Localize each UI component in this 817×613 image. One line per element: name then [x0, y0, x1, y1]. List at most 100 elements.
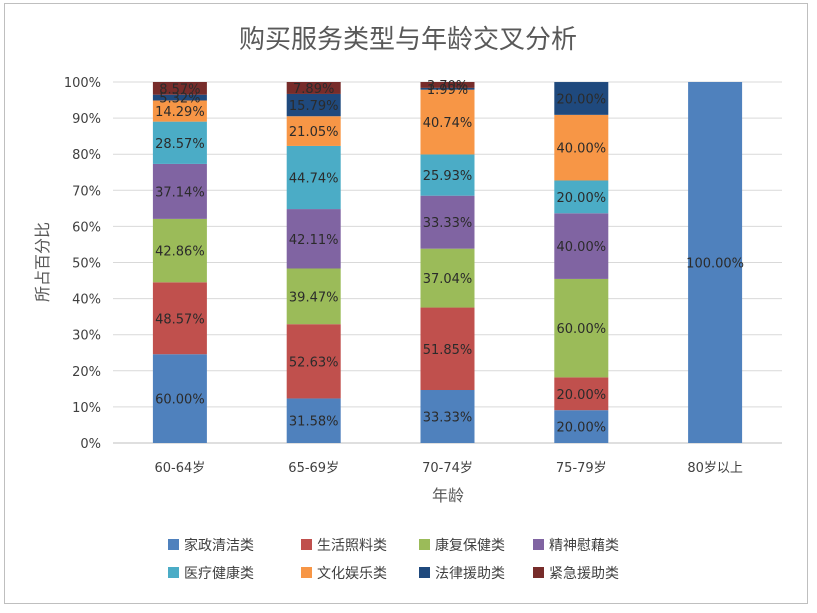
data-label: 14.29% — [155, 105, 205, 120]
legend-swatch — [419, 539, 430, 550]
bar-segment — [554, 82, 609, 115]
legend-label: 康复保健类 — [435, 537, 505, 554]
data-label: 40.00% — [557, 142, 607, 157]
legend-item: 紧急援助类 — [533, 566, 619, 582]
x-tick-label: 60-64岁 — [155, 461, 206, 476]
data-label: 39.47% — [289, 290, 339, 305]
legend-swatch — [533, 539, 544, 550]
data-label: 8.57% — [159, 82, 200, 97]
bar-segment — [554, 377, 609, 411]
bar-segment — [420, 195, 475, 249]
data-label: 52.63% — [289, 355, 339, 370]
legend-item: 家政清洁类 — [168, 537, 254, 554]
bar-segment — [152, 94, 207, 101]
legend-label: 法律援助类 — [435, 566, 505, 582]
bar-segment — [286, 209, 341, 269]
legend-item: 精神慰藉类 — [533, 537, 619, 554]
legend-swatch — [168, 567, 179, 578]
data-label: 37.04% — [423, 272, 473, 287]
data-label: 5.32% — [159, 92, 200, 107]
legend-label: 生活照料类 — [317, 538, 387, 554]
x-tick-label: 65-69岁 — [288, 461, 339, 476]
bar-segment — [420, 390, 475, 443]
x-tick-label: 70-74岁 — [422, 461, 473, 476]
y-tick-label: 0% — [80, 437, 101, 452]
chart-frame — [4, 3, 808, 604]
bar-segment — [286, 82, 341, 94]
legend-item: 医疗健康类 — [168, 565, 254, 582]
bar-segment — [554, 410, 609, 443]
bar-segment — [152, 354, 207, 443]
y-tick-label: 100% — [64, 76, 101, 91]
legend-label: 家政清洁类 — [184, 537, 254, 554]
data-label: 60.00% — [557, 322, 607, 337]
data-labels: 60.00% 48.57% 42.86% 37.14% 28.57% 14.29%5.32… — [155, 79, 744, 436]
y-tick-label: 30% — [72, 329, 101, 344]
bar-segment — [152, 218, 207, 283]
data-label: 100.00% — [686, 257, 744, 272]
data-label: 20.00% — [557, 421, 607, 436]
data-label: 33.33% — [423, 216, 473, 231]
bar-segment — [554, 213, 609, 279]
x-axis-label: 年龄 — [432, 486, 464, 505]
legend-label: 文化娱乐类 — [317, 566, 387, 582]
bar-segment — [420, 82, 475, 88]
legend-label: 医疗健康类 — [184, 565, 254, 582]
x-axis-ticks: 60-64岁 65-69岁 70-74岁 75-79岁 80岁以上 — [155, 461, 743, 476]
bar-segment — [152, 100, 207, 122]
y-axis-ticks: 0% 10% 20% 30% 40% 50% 60% 70% 80% 90% 100% — [64, 76, 101, 452]
y-tick-label: 60% — [72, 220, 101, 235]
data-label: 51.85% — [423, 343, 473, 358]
bars — [152, 82, 743, 443]
data-label: 42.11% — [289, 233, 339, 248]
legend-item: 法律援助类 — [419, 566, 505, 582]
data-label: 1.99% — [427, 83, 468, 98]
data-label: 25.93% — [423, 169, 473, 184]
bar-segment — [152, 82, 207, 95]
legend-item: 文化娱乐类 — [301, 566, 387, 582]
data-label: 7.89% — [293, 82, 334, 97]
legend-label: 精神慰藉类 — [549, 537, 619, 554]
y-tick-label: 50% — [72, 257, 101, 272]
bar-segment — [420, 87, 475, 90]
data-label: 48.57% — [155, 312, 205, 327]
data-label: 31.58% — [289, 415, 339, 430]
legend-swatch — [419, 567, 430, 578]
bar-segment — [152, 121, 207, 164]
x-tick-label: 80岁以上 — [687, 461, 743, 476]
y-tick-label: 90% — [72, 112, 101, 127]
legend-swatch — [533, 567, 544, 578]
data-label: 28.57% — [155, 137, 205, 152]
data-label: 20.00% — [557, 92, 607, 107]
chart-title: 购买服务类型与年龄交叉分析 — [239, 25, 577, 55]
legend-swatch — [301, 539, 312, 550]
legend-item: 康复保健类 — [419, 537, 505, 554]
data-label: 33.33% — [423, 411, 473, 426]
bar-segment — [688, 82, 743, 443]
data-label: 37.14% — [155, 185, 205, 200]
bar-segment — [420, 154, 475, 196]
bar-segment — [286, 93, 341, 117]
bar-segment — [286, 398, 341, 443]
bar-segment — [554, 114, 609, 181]
data-label: 20.00% — [557, 388, 607, 403]
bar-segment — [286, 116, 341, 146]
data-label: 40.74% — [423, 116, 473, 131]
data-label: 20.00% — [557, 191, 607, 206]
bar-segment — [286, 268, 341, 325]
data-label: 3.70% — [427, 79, 468, 94]
legend-item: 生活照料类 — [301, 538, 387, 554]
bar-segment — [152, 163, 207, 219]
data-label: 60.00% — [155, 393, 205, 408]
data-label: 15.79% — [289, 99, 339, 114]
bar-segment — [554, 278, 609, 378]
bar-segment — [420, 89, 475, 155]
data-label: 44.74% — [289, 172, 339, 187]
bar-segment — [286, 324, 341, 399]
bar-segment — [420, 248, 475, 308]
bar-segment — [554, 180, 609, 214]
data-label: 21.05% — [289, 125, 339, 140]
legend-label: 紧急援助类 — [549, 566, 619, 582]
y-tick-label: 40% — [72, 293, 101, 308]
